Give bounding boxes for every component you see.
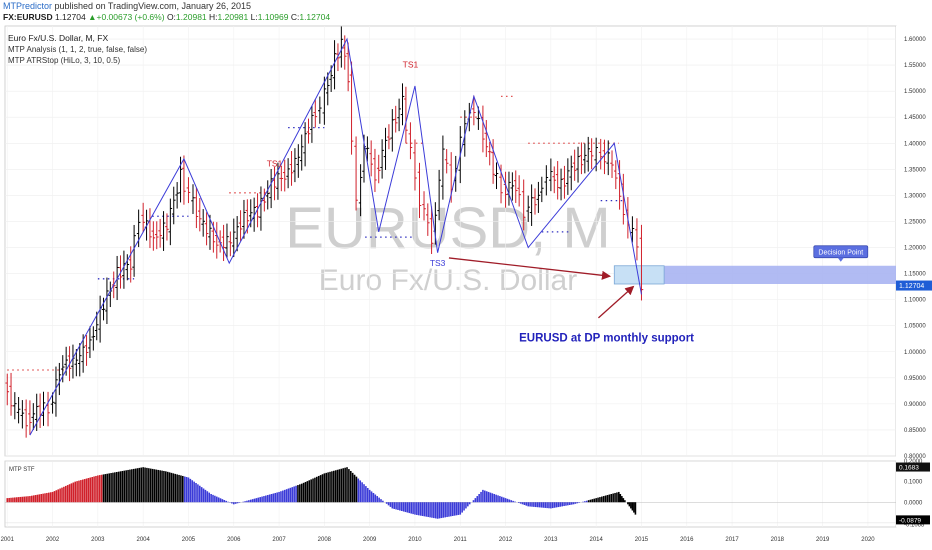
- x-tick-label: 2009: [363, 537, 377, 543]
- last-price-tag: [896, 280, 932, 291]
- x-tick-label: 2003: [91, 537, 105, 543]
- publisher-link[interactable]: MTPredictor: [3, 1, 53, 11]
- chart-legend: Euro Fx/U.S. Dollar, M, FX MTP Analysis …: [8, 33, 147, 66]
- y-tick-label: 1.60000: [904, 37, 926, 43]
- decision-point-pointer: [837, 257, 844, 262]
- close-label: C:: [290, 12, 300, 22]
- symbol-name: FX:EURUSD: [3, 12, 53, 22]
- y-tick-label: 0.90000: [904, 402, 926, 408]
- dp-arrow: [597, 285, 635, 319]
- osc-value-label: -0.0879: [899, 517, 921, 524]
- ts-label: TS1: [403, 60, 419, 70]
- high-value: 1.20981: [217, 12, 249, 22]
- x-tick-label: 2005: [182, 537, 196, 543]
- legend-indicator-atrstop[interactable]: MTP ATRStop (HiLo, 3, 10, 0.5): [8, 56, 121, 65]
- y-tick-label: 0.80000: [904, 454, 926, 460]
- y-tick-label: 1.55000: [904, 63, 926, 69]
- x-tick-label: 2017: [725, 537, 739, 543]
- legend-indicator-analysis[interactable]: MTP Analysis (1, 1, 2, true, false, fals…: [8, 45, 148, 54]
- x-tick-label: 2018: [771, 537, 785, 543]
- osc-value-label: 0.1683: [899, 465, 919, 472]
- price-scale-bg: [896, 26, 932, 527]
- osc-tick-label: -0.1068: [904, 522, 925, 528]
- change-arrow-icon: ▲: [88, 12, 97, 22]
- oscillator-title: MTP STF: [9, 467, 35, 473]
- osc-value-tag: [896, 515, 930, 525]
- y-tick-label: 1.35000: [904, 167, 926, 173]
- x-tick-label: 2002: [46, 537, 60, 543]
- y-tick-label: 1.50000: [904, 89, 926, 95]
- ts3-arrow: [448, 257, 612, 280]
- osc-tick-label: 0.2000: [904, 459, 923, 465]
- symbol-bar: FX:EURUSD 1.12704 ▲+0.00673 (+0.6%) O:1.…: [3, 12, 330, 22]
- y-tick-label: 1.15000: [904, 272, 926, 278]
- ts-label: TS1: [267, 159, 283, 169]
- close-value: 1.12704: [299, 12, 331, 22]
- high-label: H:: [209, 12, 218, 22]
- x-tick-label: 2013: [544, 537, 558, 543]
- y-tick-label: 0.95000: [904, 376, 926, 382]
- y-tick-label: 1.40000: [904, 141, 926, 147]
- support-annotation: EURUSD at DP monthly support: [519, 332, 694, 344]
- x-tick-label: 2010: [408, 537, 422, 543]
- x-tick-label: 2020: [861, 537, 875, 543]
- x-tick-label: 2012: [499, 537, 513, 543]
- change-value: +0.00673 (+0.6%): [96, 12, 165, 22]
- y-tick-label: 1.05000: [904, 324, 926, 330]
- y-tick-label: 1.00000: [904, 350, 926, 356]
- y-tick-label: 1.10000: [904, 298, 926, 304]
- osc-tick-label: 0.0000: [904, 500, 923, 506]
- osc-value-tag: [896, 462, 930, 472]
- open-value: 1.20981: [175, 12, 207, 22]
- y-tick-label: 0.85000: [904, 428, 926, 434]
- ts-label: TS3: [430, 258, 446, 268]
- low-label: L:: [250, 12, 258, 22]
- watermark-description: Euro Fx/U.S. Dollar: [319, 264, 577, 297]
- decision-zone[interactable]: [664, 265, 896, 284]
- y-tick-label: 1.20000: [904, 246, 926, 252]
- x-tick-label: 2006: [227, 537, 241, 543]
- osc-tick-label: 0.1000: [904, 480, 923, 486]
- y-tick-label: 1.25000: [904, 219, 926, 225]
- x-tick-label: 2014: [589, 537, 603, 543]
- x-tick-label: 2016: [680, 537, 694, 543]
- x-tick-label: 2001: [1, 537, 15, 543]
- x-tick-label: 2015: [635, 537, 649, 543]
- x-tick-label: 2008: [318, 537, 332, 543]
- published-text: published on TradingView.com, January 26…: [54, 1, 251, 11]
- last-price: 1.12704: [54, 12, 86, 22]
- published-header: MTPredictor published on TradingView.com…: [3, 1, 251, 11]
- open-label: O:: [166, 12, 176, 22]
- x-tick-label: 2011: [454, 537, 468, 543]
- x-tick-label: 2019: [816, 537, 830, 543]
- swing-line: [29, 37, 642, 436]
- legend-title: Euro Fx/U.S. Dollar, M, FX: [8, 33, 109, 43]
- x-tick-label: 2004: [136, 537, 150, 543]
- last-price-tag-label: 1.12704: [899, 283, 924, 290]
- decision-point-label: Decision Point: [818, 250, 863, 257]
- low-value: 1.10969: [257, 12, 289, 22]
- y-tick-label: 1.45000: [904, 115, 926, 121]
- x-tick-label: 2007: [272, 537, 286, 543]
- y-tick-label: 1.30000: [904, 193, 926, 199]
